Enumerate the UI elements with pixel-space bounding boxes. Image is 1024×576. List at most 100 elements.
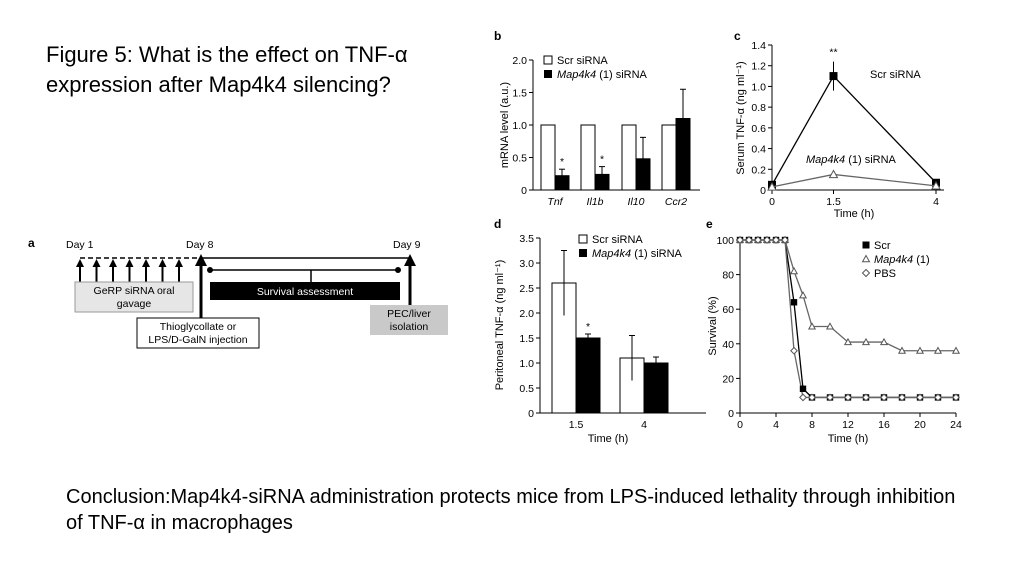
e-y-tick-label: 20 (722, 373, 734, 385)
slide-conclusion: Conclusion:Map4k4-siRNA administration p… (66, 486, 956, 534)
e-point-2-14 (916, 393, 924, 402)
c-series-label-scr: Scr siRNA (870, 69, 921, 81)
c-point-0-0 (768, 180, 776, 189)
c-y-tick-label: 1.0 (751, 81, 766, 93)
d-legend-swatch-map4k4 (579, 249, 587, 257)
c-y-tick-label: 1.2 (751, 61, 766, 73)
e-point-2-13 (898, 393, 906, 402)
b-x-tick-label: Tnf (547, 196, 563, 208)
e-legend-marker-0 (862, 241, 870, 249)
e-point-1-10 (843, 337, 853, 346)
e-point-2-0 (736, 236, 744, 244)
e-point-0-8 (808, 394, 816, 401)
gavage-arrowhead (142, 259, 150, 267)
d-y-axis-label: Peritoneal TNF-α (ng ml⁻¹) (494, 260, 506, 391)
pec-box-line1: PEC/liver (387, 308, 431, 320)
c-series-label-map4k4: Map4k4 (1) siRNA (806, 154, 897, 166)
d-bar-0-1 (619, 357, 645, 414)
b-bar-0-3 (661, 124, 677, 191)
e-point-0-11 (862, 394, 870, 401)
injection-box (136, 317, 260, 349)
panel-c-label: c (734, 29, 741, 43)
day9-label: Day 9 (393, 239, 421, 251)
d-x-tick-label: 4 (641, 419, 647, 431)
b-y-tick-label: 0 (521, 185, 527, 197)
gavage-arrowhead (175, 259, 183, 267)
e-y-tick-label: 0 (728, 408, 734, 420)
d-legend-scr: Scr siRNA (592, 234, 643, 246)
pec-box-line2: isolation (390, 321, 429, 333)
d-legend-map4k4: Map4k4 (1) siRNA (592, 248, 683, 260)
bracket-start-dot (207, 267, 213, 273)
b-legend-scr: Scr siRNA (557, 55, 608, 67)
e-point-2-2 (754, 236, 762, 244)
gerp-box-line1: GeRP siRNA oral (94, 285, 175, 297)
e-y-axis-label: Survival (%) (707, 296, 719, 355)
e-x-tick-label: 24 (950, 419, 962, 431)
e-point-0-15 (934, 394, 942, 401)
c-series-line-1 (771, 173, 937, 188)
gavage-arrowhead (76, 259, 84, 267)
e-point-1-8 (807, 322, 817, 330)
e-point-2-6 (790, 346, 798, 355)
d-bar-1-1 (643, 362, 669, 414)
gerp-box-line2: gavage (117, 298, 152, 310)
survival-box (210, 282, 400, 300)
c-point-1-0 (767, 181, 777, 191)
e-point-1-9 (825, 322, 835, 330)
e-point-1-4 (771, 235, 781, 244)
e-point-1-16 (951, 346, 961, 354)
panel-d-label: d (494, 217, 501, 231)
e-point-0-7 (799, 385, 807, 392)
d-x-axis-label: Time (h) (588, 433, 629, 445)
d-y-tick-label: 1.0 (519, 358, 534, 370)
c-x-tick-label: 4 (933, 196, 939, 208)
b-legend-swatch-scr (543, 55, 553, 65)
e-point-2-1 (745, 236, 753, 244)
e-x-tick-label: 8 (809, 419, 815, 431)
e-point-1-3 (762, 235, 772, 244)
pec-box (370, 305, 448, 335)
e-point-2-5 (781, 236, 789, 244)
e-x-tick-label: 12 (842, 419, 854, 431)
e-series-line-2 (740, 239, 956, 399)
e-point-1-2 (753, 235, 763, 244)
d-x-tick-label: 1.5 (569, 419, 584, 431)
injection-box-line2: LPS/D-GalN injection (148, 334, 247, 346)
b-significance-mark: * (600, 154, 604, 166)
gavage-arrowhead (125, 259, 134, 267)
e-point-2-3 (763, 236, 771, 244)
e-legend-1: Map4k4 (1) (874, 254, 930, 266)
c-y-tick-label: 0 (760, 185, 766, 197)
gavage-arrowhead (158, 259, 167, 267)
e-point-0-3 (763, 236, 771, 244)
e-point-1-0 (735, 235, 745, 244)
c-point-1-1 (828, 169, 839, 179)
day8-arrowhead (195, 254, 207, 266)
e-legend-0: Scr (874, 240, 891, 252)
e-legend-marker-1 (861, 254, 871, 263)
e-y-tick-label: 100 (716, 235, 734, 247)
e-point-0-10 (844, 394, 852, 401)
gavage-arrowhead (92, 259, 101, 267)
e-point-2-15 (934, 393, 942, 402)
e-series-line-1 (740, 239, 956, 352)
e-point-2-10 (844, 393, 852, 402)
e-point-0-2 (754, 236, 762, 244)
d-y-tick-label: 2.5 (519, 283, 534, 295)
e-point-2-4 (772, 236, 780, 244)
c-y-tick-label: 1.4 (751, 40, 766, 52)
e-x-tick-label: 0 (737, 419, 743, 431)
day1-label: Day 1 (66, 239, 94, 251)
b-y-tick-label: 2.0 (512, 55, 527, 67)
c-series-line-0 (771, 74, 937, 186)
e-point-0-12 (880, 394, 888, 401)
e-point-0-1 (745, 236, 753, 244)
e-point-2-9 (826, 393, 834, 402)
c-point-1-2 (931, 180, 941, 190)
gavage-arrowhead (109, 259, 117, 267)
d-y-tick-label: 2.0 (519, 308, 534, 320)
b-bar-1-2 (635, 158, 651, 191)
b-x-tick-label: Il10 (628, 196, 645, 208)
d-significance-mark: * (586, 321, 590, 333)
